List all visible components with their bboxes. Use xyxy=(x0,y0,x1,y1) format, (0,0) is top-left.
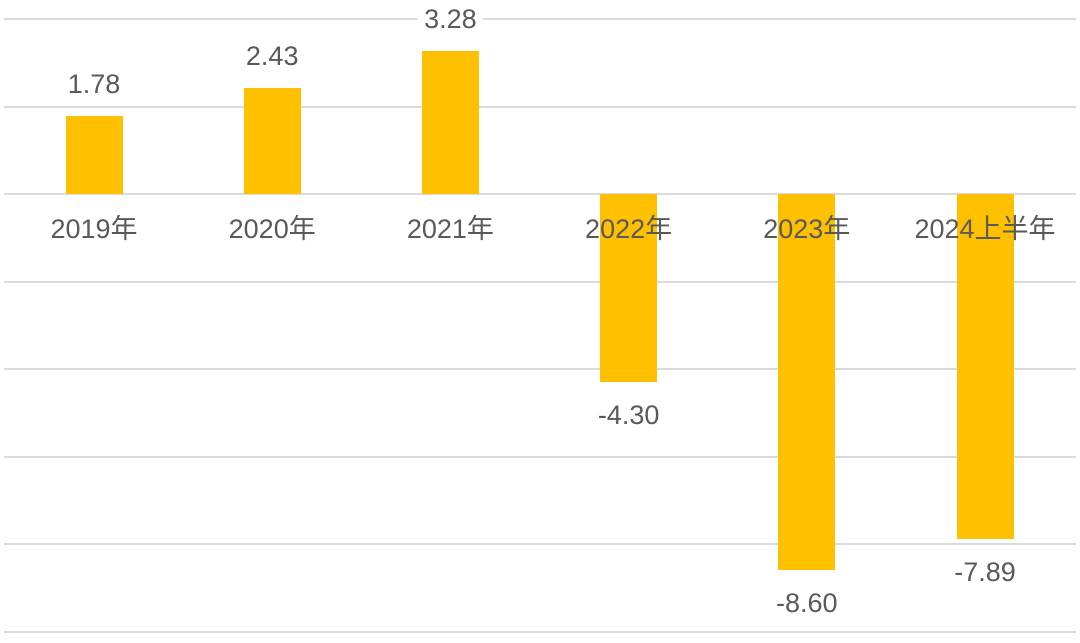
value-label: 1.78 xyxy=(61,68,127,101)
bar xyxy=(956,194,1014,540)
category-label: 2023年 xyxy=(763,214,851,245)
gridline xyxy=(4,193,1076,196)
bar xyxy=(65,116,123,195)
gridline xyxy=(4,543,1076,546)
value-label: 2.43 xyxy=(239,39,305,72)
bar xyxy=(600,194,658,383)
gridline xyxy=(4,280,1076,283)
value-label: -4.30 xyxy=(591,399,666,432)
bar xyxy=(778,194,836,571)
value-label: 3.28 xyxy=(418,2,483,35)
gridline xyxy=(4,455,1076,458)
gridline xyxy=(4,105,1076,108)
value-label: -7.89 xyxy=(948,556,1022,589)
gridline xyxy=(4,18,1076,21)
category-label: 2019年 xyxy=(50,214,138,245)
gridline xyxy=(4,630,1076,633)
category-label: 2020年 xyxy=(228,214,316,245)
category-label: 2021年 xyxy=(406,214,494,245)
value-label: -8.60 xyxy=(770,587,844,620)
bar xyxy=(421,50,479,195)
category-label: 2022年 xyxy=(585,214,673,245)
gridline xyxy=(4,368,1076,371)
category-label: 2024上半年 xyxy=(914,214,1056,245)
bar xyxy=(243,87,301,195)
